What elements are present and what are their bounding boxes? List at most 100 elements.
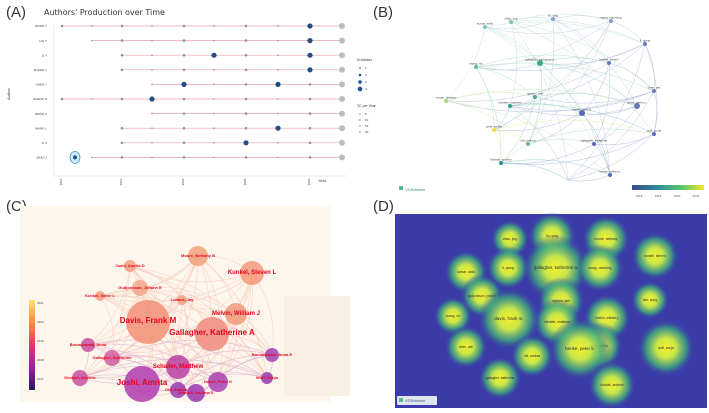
coauthor-edge [539,43,646,65]
production-dot [339,23,345,29]
year-tick-label: 2020 [243,178,247,185]
panel-d-letter: (D) [373,198,394,215]
legend-tc-label: 15 [365,124,369,128]
author-node-label: joshi, amrita [485,125,503,129]
author-node-label: gallagher, katherine [581,139,608,143]
production-dot [339,139,345,146]
coauthor-edge [493,105,511,131]
author-node-label: Gallagher, Katherine A [169,328,255,337]
coauthor-edge [581,62,610,114]
author-node [474,65,478,69]
density-label: kumar, ankit [457,270,475,274]
author-node-label: Davis, Frank M [120,316,177,325]
production-dot [277,112,279,115]
coauthor-edge [99,289,237,315]
author-node [126,300,170,344]
author-label: WANG Y [35,24,47,28]
colorbar-tick-label: 2021 [37,301,44,305]
coauthor-edge [79,287,141,379]
production-dot [120,126,124,130]
author-label: ZHANG Y [34,68,47,72]
production-dot [182,156,186,159]
production-dot [120,39,124,42]
author-node-label: gallagher, katherine a. [525,58,555,62]
legend-tc-label: 20 [365,130,369,134]
density-label: gudjonsson, johann [468,294,497,298]
author-node-label: liu, ying [548,14,559,18]
coauthor-edge [484,26,541,64]
coauthor-edge [593,143,611,176]
colorbar-tick-label: 2021 [693,194,700,198]
production-dot [120,141,124,145]
coauthor-edge [593,62,611,145]
density-label: kunkel, steven [644,254,665,258]
author-node-label: nguyen, anh [527,92,544,96]
coauthor-edge [567,133,655,181]
coauthor-edge [493,129,502,164]
production-dot [181,81,187,87]
legend-articles-label: 1 [365,66,367,70]
year-tick-label: 2022 [307,178,311,185]
production-dot [244,126,248,130]
author-node-label: Henke, Peter K [204,379,232,384]
production-dot [120,97,124,101]
production-dot [91,25,93,27]
panel-b-watermark: VOSviewer [405,187,426,192]
author-label: ZHAO J [36,156,47,160]
author-node-label: schaller, matthew [498,101,522,105]
author-node [166,355,190,379]
author-node-label: Lukacs, Jay [171,297,194,302]
coauthor-edge [493,20,612,131]
author-node [187,384,205,402]
coauthor-edge [500,143,595,164]
panel-c-side-background [284,296,350,396]
legend-tc-dot [359,131,361,133]
author-node [72,370,88,386]
production-dot [339,96,345,102]
author-node-label: davis, frank m. [627,101,647,105]
coauthor-edge [129,265,253,283]
panel-b: zhao, jing liu, ying wang, xiaoming kumar, … [399,14,704,198]
coauthor-edge [510,21,655,135]
author-node-label: Wolf, Sonja [256,375,278,380]
production-dot [182,53,186,57]
author-node [240,261,264,285]
density-label: li, qiang [502,266,514,270]
author-label: LIU Y [40,39,47,43]
colorbar-tick-label: 2019 [37,339,44,343]
production-dot [182,39,186,42]
production-dot [91,156,93,159]
production-dot [244,24,248,28]
author-node [643,42,647,46]
coauthor-edge [510,21,569,181]
coauthor-edge [527,128,655,145]
coauthor-edge [111,355,219,383]
production-dot [308,112,312,115]
coauthor-edge [500,20,612,164]
author-node [225,303,247,325]
production-dot [307,52,313,58]
production-dot [277,54,279,56]
density-spot [478,356,522,400]
legend-articles-label: 3 [365,80,367,84]
author-node [444,99,448,103]
colorbar-tick-label: 2019 [655,194,662,198]
production-dot [339,110,345,117]
density-spot [477,287,541,351]
author-node-label: Boniakowski, Anna E [252,352,293,357]
year-tick-label: 2014 [59,178,63,185]
coauthor-edge [493,119,655,135]
coauthor-edge [475,54,610,68]
legend-tc-dot [359,113,361,115]
colorbar-tick-label: 2020 [37,320,44,324]
author-node [81,338,95,352]
density-label: moore, bethany [595,237,618,241]
coauthor-edge [445,100,529,145]
coauthor-edge [87,265,131,346]
author-node [177,295,187,305]
coauthor-edge [509,43,646,107]
colorbar-tick-label: 2018 [636,194,643,198]
coauthor-edge [111,272,253,359]
coauthor-edge [552,15,612,22]
coauthor-edge [567,43,646,181]
